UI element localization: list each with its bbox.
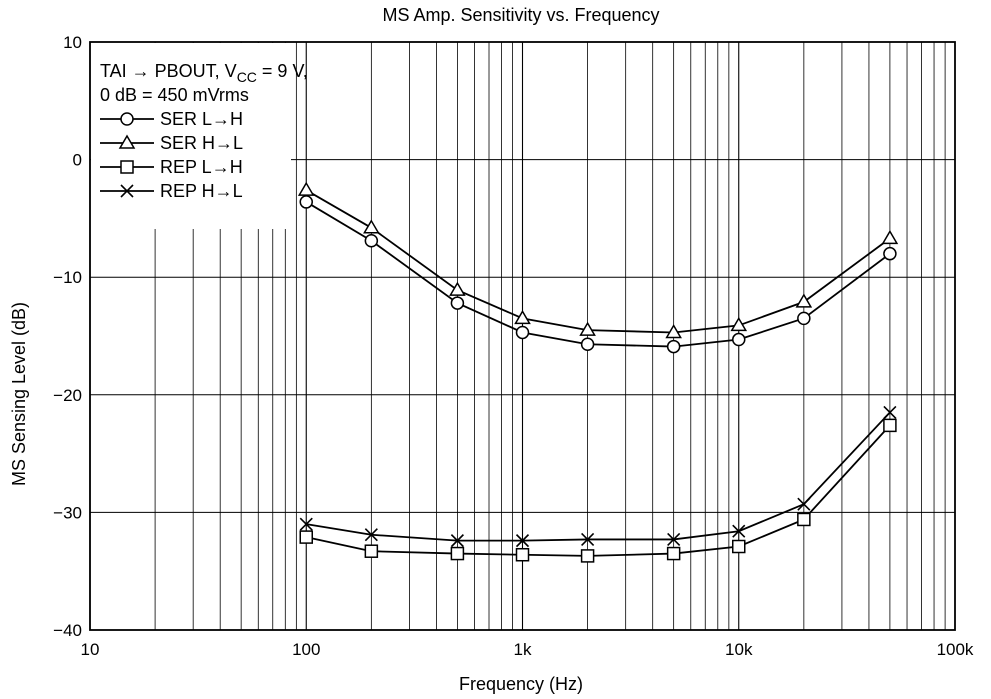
legend-label: REP L→H: [160, 157, 243, 177]
data-point: [666, 546, 681, 561]
data-point: [666, 339, 681, 354]
data-point: [297, 181, 315, 196]
y-tick-label: −40: [53, 621, 82, 640]
data-point: [730, 316, 748, 332]
data-point: [797, 311, 811, 326]
legend-box: [91, 43, 291, 229]
data-point: [795, 293, 813, 308]
series-1: [297, 181, 899, 339]
data-point: [579, 321, 596, 336]
axis-labels: 10 100 1k 10k 100k −40 −30 −20 −10 0 10: [53, 33, 974, 659]
data-point: [515, 534, 530, 548]
data-point: [364, 528, 378, 542]
legend-marker: [118, 134, 136, 149]
annotation-line-1: TAI → PBOUT, VCC = 9 V,: [100, 61, 308, 85]
data-point: [514, 309, 531, 325]
annotation-vcc-subscript: CC: [237, 69, 257, 85]
x-tick-label: 100: [292, 640, 320, 659]
data-point: [667, 532, 681, 547]
data-point: [580, 337, 595, 351]
data-point: [299, 195, 313, 209]
data-point: [797, 512, 811, 527]
data-point: [299, 530, 313, 544]
y-tick-label: −30: [53, 503, 82, 522]
legend-item: SER H→L: [100, 133, 243, 153]
legend-item: REP L→H: [100, 157, 243, 177]
data-point: [797, 497, 811, 511]
data-point: [364, 233, 379, 248]
y-axis-title: MS Sensing Level (dB): [9, 302, 29, 486]
legend-marker: [120, 112, 134, 126]
x-axis-title: Frequency (Hz): [459, 674, 583, 694]
data-point: [732, 539, 746, 554]
series-3: [299, 405, 897, 548]
data-point: [515, 547, 530, 562]
annotation-line-1-prefix: TAI → PBOUT, V: [100, 61, 237, 81]
data-point: [883, 246, 897, 261]
data-point: [450, 546, 465, 561]
y-tick-label: 0: [73, 151, 82, 170]
legend: SER L→H SER H→L REP L→H REP H→L: [100, 109, 243, 201]
data-point: [450, 296, 465, 310]
data-point: [364, 544, 379, 558]
series-2: [299, 418, 897, 563]
legend-item: REP H→L: [100, 181, 243, 201]
data-point: [363, 219, 380, 234]
data-point: [515, 325, 530, 340]
data-point: [580, 549, 595, 563]
series-layer: [297, 181, 899, 563]
y-tick-label: 10: [63, 33, 82, 52]
y-tick-label: −20: [53, 386, 82, 405]
data-point: [581, 532, 595, 547]
data-point: [665, 323, 682, 339]
legend-label: SER L→H: [160, 109, 243, 129]
y-tick-label: −10: [53, 268, 82, 287]
x-tick-label: 1k: [514, 640, 532, 659]
legend-marker: [120, 160, 134, 174]
data-point: [449, 281, 466, 296]
legend-label: SER H→L: [160, 133, 243, 153]
data-point: [732, 332, 746, 347]
x-tick-label: 10: [81, 640, 100, 659]
data-point: [883, 418, 897, 433]
series-0: [299, 195, 897, 354]
data-point: [881, 229, 899, 245]
legend-item: SER L→H: [100, 109, 243, 129]
plot-frame: [89, 41, 956, 631]
data-point: [732, 524, 746, 538]
annotation-line-2: 0 dB = 450 mVrms: [100, 85, 249, 105]
data-point: [299, 517, 313, 531]
chart-title: MS Amp. Sensitivity vs. Frequency: [382, 5, 659, 25]
x-tick-label: 10k: [725, 640, 753, 659]
data-point: [883, 405, 897, 420]
legend-label: REP H→L: [160, 181, 243, 201]
annotation-line-1-suffix: = 9 V,: [257, 61, 308, 81]
x-tick-label: 100k: [937, 640, 974, 659]
data-point: [450, 534, 464, 548]
legend-marker: [120, 184, 134, 198]
